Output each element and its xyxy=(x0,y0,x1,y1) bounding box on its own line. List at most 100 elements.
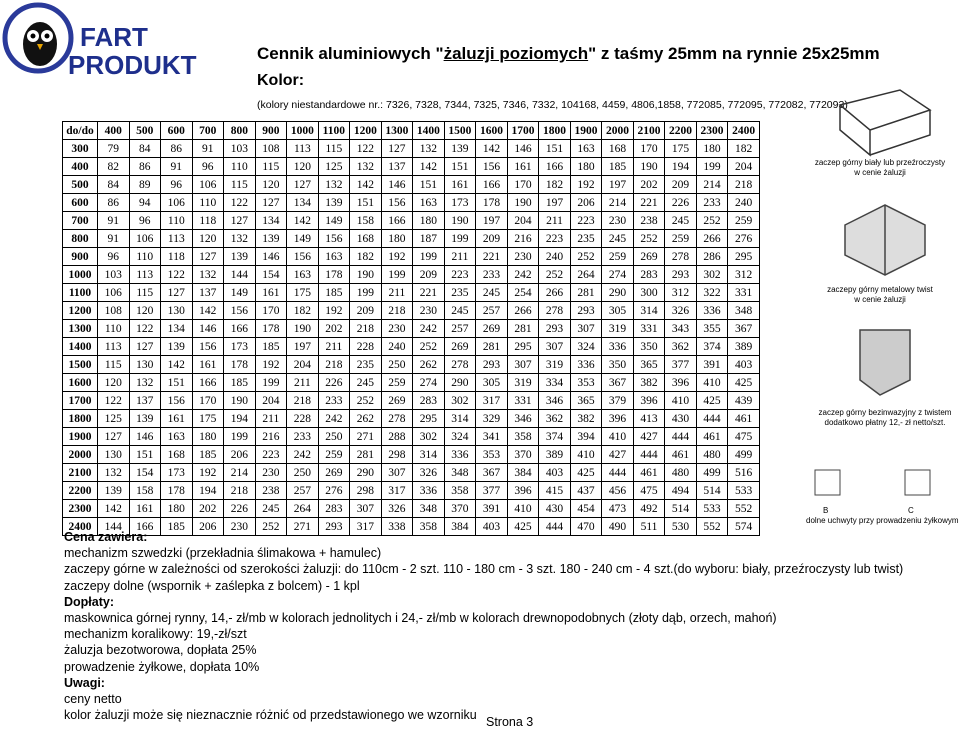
price-cell: 348 xyxy=(443,463,477,482)
price-cell: 185 xyxy=(254,337,288,356)
price-cell: 245 xyxy=(443,301,477,320)
price-cell: 115 xyxy=(223,175,256,194)
price-cell: 389 xyxy=(727,337,760,356)
price-cell: 271 xyxy=(349,427,382,446)
price-cell: 230 xyxy=(380,319,414,338)
price-cell: 336 xyxy=(695,301,729,320)
row-header: 1400 xyxy=(62,337,98,356)
price-cell: 223 xyxy=(254,445,288,464)
price-cell: 103 xyxy=(97,265,130,284)
price-cell: 96 xyxy=(97,247,130,266)
price-cell: 161 xyxy=(128,499,162,518)
price-cell: 427 xyxy=(632,427,666,446)
price-cell: 113 xyxy=(160,229,193,248)
price-cell: 336 xyxy=(443,445,477,464)
price-cell: 139 xyxy=(160,337,193,356)
caption: C xyxy=(908,506,914,515)
caption-line: zaczepy górny metalowy twist xyxy=(827,285,933,294)
price-cell: 113 xyxy=(286,139,319,158)
price-cell: 461 xyxy=(632,463,666,482)
price-cell: 262 xyxy=(412,355,445,374)
price-cell: 230 xyxy=(412,301,445,320)
price-cell: 348 xyxy=(727,301,760,320)
price-cell: 226 xyxy=(223,499,256,518)
price-cell: 314 xyxy=(443,409,477,428)
price-cell: 206 xyxy=(569,193,603,212)
column-header: 700 xyxy=(191,121,225,140)
price-cell: 242 xyxy=(286,445,319,464)
price-cell: 106 xyxy=(128,229,162,248)
price-cell: 214 xyxy=(601,193,634,212)
caption: zaczepy górny metalowy twist w cenie żalu… xyxy=(810,285,950,305)
price-cell: 182 xyxy=(349,247,382,266)
price-cell: 96 xyxy=(191,157,225,176)
price-cell: 202 xyxy=(317,319,351,338)
row-header: 1600 xyxy=(62,373,98,392)
row-header: 600 xyxy=(62,193,98,212)
price-cell: 233 xyxy=(475,265,508,284)
price-cell: 230 xyxy=(223,517,256,536)
note-line: prowadzenie żyłkowe, dopłata 10% xyxy=(64,659,260,674)
price-cell: 214 xyxy=(695,175,729,194)
price-cell: 218 xyxy=(317,355,351,374)
price-cell: 293 xyxy=(569,301,603,320)
price-cell: 516 xyxy=(727,463,760,482)
price-cell: 444 xyxy=(601,463,634,482)
price-cell: 154 xyxy=(128,463,162,482)
price-cell: 367 xyxy=(727,319,760,338)
column-header: 2100 xyxy=(632,121,666,140)
price-cell: 139 xyxy=(223,247,256,266)
title: Cennik aluminiowych "żaluzji poziomych" … xyxy=(257,44,880,64)
price-cell: 118 xyxy=(191,211,225,230)
price-cell: 115 xyxy=(97,355,130,374)
price-cell: 358 xyxy=(412,517,445,536)
price-cell: 552 xyxy=(695,517,729,536)
price-cell: 168 xyxy=(349,229,382,248)
price-cell: 410 xyxy=(601,427,634,446)
price-cell: 331 xyxy=(632,319,666,338)
price-cell: 293 xyxy=(317,517,351,536)
price-cell: 317 xyxy=(380,481,414,500)
price-cell: 151 xyxy=(349,193,382,212)
row-header: 1500 xyxy=(62,355,98,374)
price-cell: 444 xyxy=(632,445,666,464)
price-cell: 182 xyxy=(727,139,760,158)
price-cell: 96 xyxy=(128,211,162,230)
price-cell: 370 xyxy=(443,499,477,518)
price-cell: 122 xyxy=(128,319,162,338)
price-cell: 110 xyxy=(97,319,130,338)
price-cell: 170 xyxy=(191,391,225,410)
price-cell: 137 xyxy=(191,283,225,302)
price-cell: 374 xyxy=(695,337,729,356)
price-cell: 209 xyxy=(664,175,697,194)
price-cell: 269 xyxy=(632,247,666,266)
price-cell: 151 xyxy=(128,445,162,464)
price-cell: 106 xyxy=(191,175,225,194)
price-cell: 132 xyxy=(97,463,130,482)
price-cell: 218 xyxy=(349,319,382,338)
price-cell: 252 xyxy=(632,229,666,248)
price-cell: 163 xyxy=(160,427,193,446)
column-header: 600 xyxy=(160,121,193,140)
price-cell: 514 xyxy=(695,481,729,500)
row-header: 1000 xyxy=(62,265,98,284)
row-header: 300 xyxy=(62,139,98,158)
price-cell: 341 xyxy=(475,427,508,446)
price-cell: 199 xyxy=(349,283,382,302)
row-header: 2400 xyxy=(62,517,98,536)
note-line: ceny netto xyxy=(64,692,122,706)
price-cell: 132 xyxy=(317,175,351,194)
price-cell: 156 xyxy=(191,337,225,356)
price-cell: 269 xyxy=(443,337,477,356)
price-cell: 170 xyxy=(506,175,540,194)
price-cell: 199 xyxy=(254,373,288,392)
price-cell: 259 xyxy=(317,445,351,464)
price-cell: 437 xyxy=(569,481,603,500)
price-cell: 180 xyxy=(380,229,414,248)
price-cell: 295 xyxy=(506,337,540,356)
price-cell: 187 xyxy=(412,229,445,248)
price-cell: 290 xyxy=(349,463,382,482)
price-cell: 151 xyxy=(538,139,571,158)
price-cell: 125 xyxy=(97,409,130,428)
